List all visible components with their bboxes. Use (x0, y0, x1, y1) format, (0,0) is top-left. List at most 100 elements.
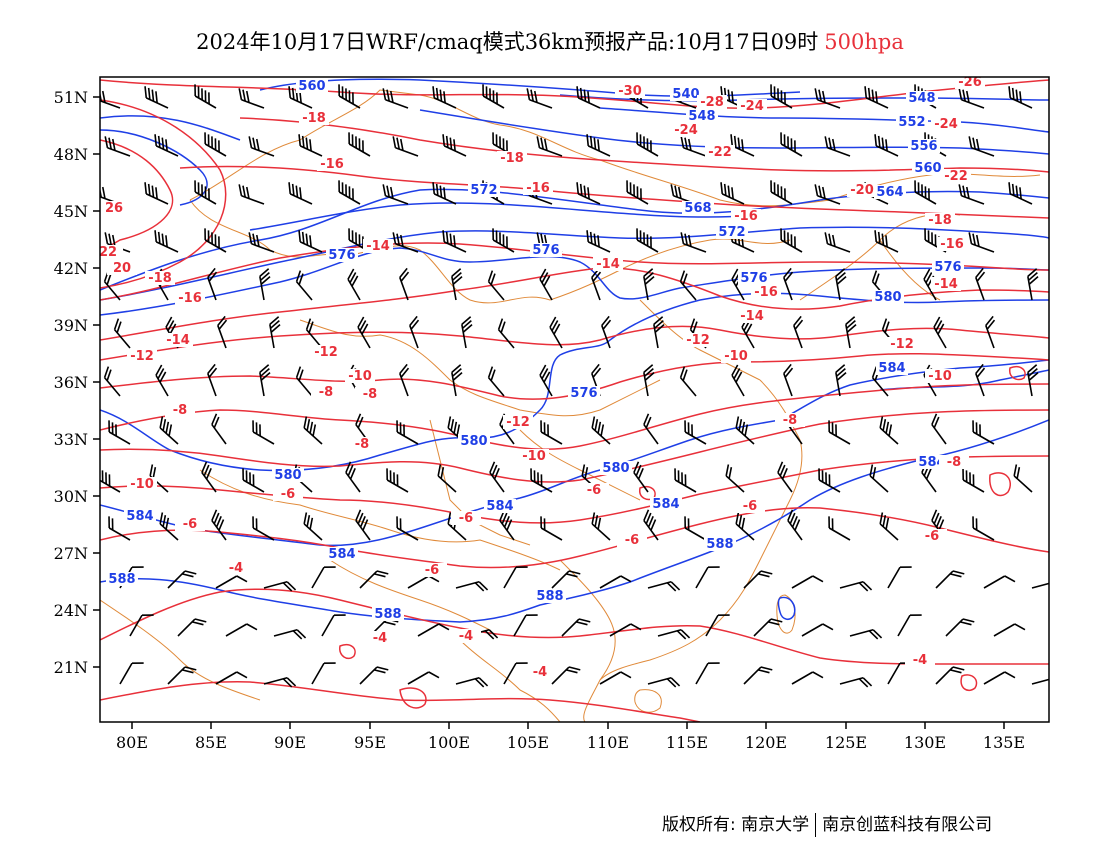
contour-label-bg (523, 181, 553, 195)
wind-barb (972, 516, 995, 541)
wind-barb (417, 623, 450, 637)
height-contour-label: 584 (652, 497, 679, 512)
wind-barb (643, 268, 655, 301)
contour-label-bg (686, 109, 718, 123)
height-contour-label: 576 (328, 248, 355, 263)
wind-barb (770, 84, 793, 109)
contour-label-bg (497, 151, 527, 165)
height-contour-584 (100, 359, 1049, 547)
height-contour-label: 584 (126, 509, 153, 524)
border-line (199, 469, 561, 571)
wind-barb (303, 416, 323, 445)
wind-barb (338, 180, 361, 205)
wind-barb (962, 468, 985, 493)
contour-label-bg (905, 653, 935, 667)
y-tick-label: 51N (54, 88, 88, 107)
temperature-contour-label: -16 (940, 237, 964, 252)
temperature-contour-label: -12 (686, 333, 710, 348)
wind-barb (783, 363, 794, 397)
temperature-contour-label: -6 (625, 533, 639, 548)
contour-label-bg (617, 533, 647, 547)
wind-barb (705, 614, 730, 637)
wind-barb (215, 671, 248, 685)
y-axis: 51N 48N 45N 42N 39N 36N 33N 30N 27N 24N 21N (54, 88, 100, 677)
wind-barb (242, 468, 265, 493)
wind-barb (345, 461, 361, 493)
wind-barb (985, 315, 996, 349)
temp-contour (100, 267, 1049, 341)
wind-barb (1008, 182, 1033, 205)
wind-barb (407, 671, 440, 685)
contour-label-bg (593, 257, 623, 271)
temperature-contour-label: -16 (178, 291, 202, 306)
wind-barb (211, 413, 227, 445)
contour-label-bg (273, 487, 303, 501)
contour-label-bg (107, 261, 137, 275)
wind-barb (455, 677, 489, 688)
wind-barb (103, 366, 121, 397)
contour-label-bg (163, 333, 193, 347)
wind-barb (482, 84, 505, 109)
contour-label-bg (716, 225, 748, 239)
wind-barb (791, 671, 824, 685)
temperature-contour-label: -6 (743, 499, 757, 514)
wind-barb (643, 509, 659, 541)
contour-label-bg (221, 561, 251, 575)
x-tick-label: 100E (428, 733, 470, 752)
wind-barb (455, 581, 489, 592)
wind-barb (835, 364, 847, 397)
contour-label-bg (525, 665, 555, 679)
contour-label-bg (874, 185, 906, 199)
contour-label-bg (484, 499, 516, 513)
wind-barb (355, 509, 371, 541)
contour-label-bg (939, 455, 969, 469)
wind-barb (207, 267, 218, 301)
wind-barb (731, 364, 745, 397)
height-contour-label: 580 (274, 468, 301, 483)
wind-barb (204, 228, 227, 253)
wind-barb (791, 575, 824, 589)
wind-barb (536, 136, 563, 157)
height-contour-label: 584 (918, 455, 945, 470)
temperature-contour-label: -6 (183, 517, 197, 532)
wind-barb (599, 575, 632, 589)
contour-label-bg (932, 260, 964, 274)
wind-barb (777, 461, 793, 493)
temperature-contour-label: -16 (320, 157, 344, 172)
contour-label-bg (355, 387, 385, 401)
footer-separator (815, 813, 817, 837)
wind-barb (338, 84, 361, 109)
temperature-contour-label: -6 (281, 487, 295, 502)
wind-barb (451, 268, 463, 301)
wind-barb (599, 671, 632, 685)
contour-label-bg (451, 629, 481, 643)
wind-barb (787, 509, 803, 541)
temperature-contour-label: -4 (229, 561, 243, 576)
contour-label-bg (775, 413, 805, 427)
y-tick-label: 36N (54, 373, 88, 392)
contour-label-bg (731, 209, 761, 223)
temperature-contour-label: -16 (734, 209, 758, 224)
temp-contour (179, 165, 1049, 219)
temperature-contour-label: 20 (113, 261, 131, 276)
title-level: 500hpa (824, 30, 904, 54)
contour-label-bg (908, 139, 940, 153)
contour-label-bg (100, 245, 123, 259)
wind-barb (1031, 581, 1049, 589)
wind-barb (1031, 677, 1049, 685)
temp-contour (100, 680, 701, 722)
temperature-contour-label: -10 (130, 477, 154, 492)
wind-barb (399, 267, 410, 301)
wind-barb (591, 512, 611, 541)
wind-barb (348, 132, 371, 157)
temperature-contour-label: -24 (740, 99, 764, 114)
wind-barb (549, 316, 563, 349)
contour-label-bg (127, 349, 157, 363)
wind-barb (679, 366, 697, 397)
contour-label-bg (937, 237, 967, 251)
wind-barb (647, 581, 681, 592)
wind-barb (167, 666, 197, 685)
temperature-contour-label: -6 (587, 483, 601, 498)
temp-contour (100, 99, 227, 289)
contour-label-bg (451, 511, 481, 525)
